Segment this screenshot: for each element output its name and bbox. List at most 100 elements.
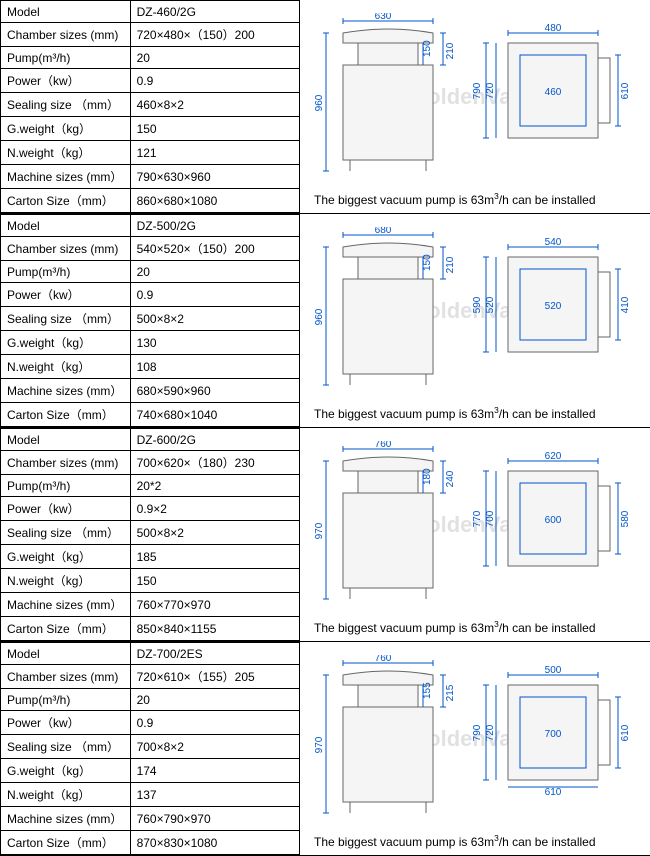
spec-table: Model DZ-460/2G Chamber sizes (mm) 720×4… (0, 0, 300, 213)
svg-text:240: 240 (445, 470, 456, 487)
svg-text:410: 410 (620, 296, 631, 313)
spec-value: 174 (130, 759, 299, 783)
table-row: Model DZ-600/2G (1, 429, 300, 451)
spec-value: DZ-600/2G (130, 429, 299, 451)
table-row: Sealing size （mm） 460×8×2 (1, 93, 300, 117)
spec-value: 460×8×2 (130, 93, 299, 117)
table-row: Sealing size （mm） 700×8×2 (1, 735, 300, 759)
table-row: Carton Size（mm） 860×680×1080 (1, 189, 300, 213)
table-row: Chamber sizes (mm) 720×610×（155）205 (1, 665, 300, 689)
svg-text:720: 720 (485, 82, 496, 99)
svg-text:590: 590 (472, 296, 483, 313)
spec-label: Machine sizes (mm） (1, 165, 131, 189)
spec-value: DZ-460/2G (130, 1, 299, 23)
spec-value: 20 (130, 261, 299, 283)
table-row: Model DZ-700/2ES (1, 643, 300, 665)
table-row: Power（kw） 0.9 (1, 283, 300, 307)
spec-label: Chamber sizes (mm) (1, 23, 131, 47)
svg-text:680: 680 (374, 227, 391, 236)
spec-label: N.weight（kg） (1, 569, 131, 593)
spec-value: 720×610×（155）205 (130, 665, 299, 689)
spec-label: Pump(m³/h) (1, 47, 131, 69)
svg-text:790: 790 (472, 724, 483, 741)
spec-value: 700×620×（180）230 (130, 451, 299, 475)
spec-value: 760×770×970 (130, 593, 299, 617)
spec-value: 108 (130, 355, 299, 379)
svg-text:155: 155 (422, 681, 433, 698)
spec-value: 20 (130, 47, 299, 69)
spec-label: Machine sizes (mm） (1, 379, 131, 403)
spec-value: 20 (130, 689, 299, 711)
svg-text:150: 150 (422, 253, 433, 270)
table-row: N.weight（kg） 150 (1, 569, 300, 593)
svg-text:790: 790 (472, 82, 483, 99)
svg-text:770: 770 (472, 510, 483, 527)
table-row: N.weight（kg） 108 (1, 355, 300, 379)
table-row: Carton Size（mm） 740×680×1040 (1, 403, 300, 427)
pump-caption: The biggest vacuum pump is 63m3/h can be… (304, 403, 646, 423)
spec-label: G.weight（kg） (1, 117, 131, 141)
pump-caption: The biggest vacuum pump is 63m3/h can be… (304, 831, 646, 851)
spec-value: 740×680×1040 (130, 403, 299, 427)
svg-text:520: 520 (544, 301, 561, 312)
table-row: Sealing size （mm） 500×8×2 (1, 307, 300, 331)
table-row: Machine sizes (mm） 760×790×970 (1, 807, 300, 831)
spec-value: 0.9 (130, 69, 299, 93)
spec-label: Sealing size （mm） (1, 521, 131, 545)
table-row: Machine sizes (mm） 790×630×960 (1, 165, 300, 189)
table-row: Power（kw） 0.9 (1, 69, 300, 93)
spec-value: 760×790×970 (130, 807, 299, 831)
spec-label: Machine sizes (mm） (1, 807, 131, 831)
spec-value: 150 (130, 569, 299, 593)
svg-text:215: 215 (445, 684, 456, 701)
spec-value: 20*2 (130, 475, 299, 497)
diagram-area: GoldenVac® 680 960 210 150 540 (300, 214, 650, 427)
spec-value: 790×630×960 (130, 165, 299, 189)
svg-text:520: 520 (485, 296, 496, 313)
svg-text:610: 610 (620, 724, 631, 741)
spec-label: Sealing size （mm） (1, 93, 131, 117)
spec-label: G.weight（kg） (1, 545, 131, 569)
table-row: Chamber sizes (mm) 540×520×（150）200 (1, 237, 300, 261)
spec-value: 680×590×960 (130, 379, 299, 403)
diagram-area: GoldenVac® 760 970 240 180 620 (300, 428, 650, 641)
svg-text:630: 630 (374, 13, 391, 22)
spec-value: 121 (130, 141, 299, 165)
spec-label: Carton Size（mm） (1, 403, 131, 427)
spec-value: 137 (130, 783, 299, 807)
table-row: G.weight（kg） 150 (1, 117, 300, 141)
diagram-area: GoldenVac® 760 970 215 155 500 (300, 642, 650, 855)
table-row: Model DZ-500/2G (1, 215, 300, 237)
spec-label: Chamber sizes (mm) (1, 237, 131, 261)
svg-text:720: 720 (485, 724, 496, 741)
spec-value: 130 (130, 331, 299, 355)
spec-value: 0.9 (130, 283, 299, 307)
spec-label: Pump(m³/h) (1, 689, 131, 711)
top-view-diagram: 480 460 790 720 610 (468, 23, 643, 171)
spec-label: Power（kw） (1, 283, 131, 307)
product-section: Model DZ-700/2ES Chamber sizes (mm) 720×… (0, 642, 650, 856)
table-row: G.weight（kg） 130 (1, 331, 300, 355)
spec-value: 700×8×2 (130, 735, 299, 759)
spec-value: 850×840×1155 (130, 617, 299, 641)
table-row: G.weight（kg） 174 (1, 759, 300, 783)
table-row: Machine sizes (mm） 760×770×970 (1, 593, 300, 617)
spec-value: 540×520×（150）200 (130, 237, 299, 261)
svg-text:460: 460 (544, 87, 561, 98)
svg-text:620: 620 (544, 451, 561, 462)
spec-label: Carton Size（mm） (1, 189, 131, 213)
table-row: Chamber sizes (mm) 700×620×（180）230 (1, 451, 300, 475)
svg-text:150: 150 (422, 39, 433, 56)
spec-table: Model DZ-600/2G Chamber sizes (mm) 700×6… (0, 428, 300, 641)
table-row: Carton Size（mm） 850×840×1155 (1, 617, 300, 641)
spec-value: 860×680×1080 (130, 189, 299, 213)
pump-caption: The biggest vacuum pump is 63m3/h can be… (304, 617, 646, 637)
table-row: Machine sizes (mm） 680×590×960 (1, 379, 300, 403)
top-view-diagram: 500 700 790 720 610 610 (468, 665, 643, 813)
spec-value: DZ-500/2G (130, 215, 299, 237)
product-section: Model DZ-500/2G Chamber sizes (mm) 540×5… (0, 214, 650, 428)
spec-table: Model DZ-500/2G Chamber sizes (mm) 540×5… (0, 214, 300, 427)
pump-caption: The biggest vacuum pump is 63m3/h can be… (304, 189, 646, 209)
spec-label: Model (1, 1, 131, 23)
table-row: Pump(m³/h) 20 (1, 47, 300, 69)
